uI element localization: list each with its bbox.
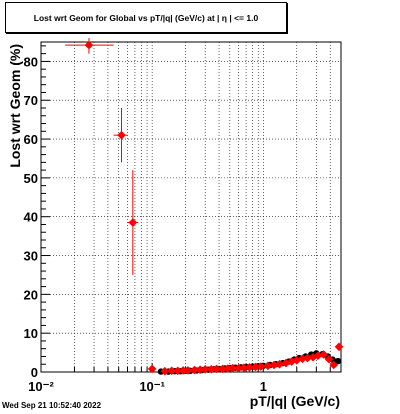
- data-point-geom: [200, 364, 210, 374]
- data-point-geom: [308, 352, 318, 362]
- chart-title: Lost wrt Geom for Global vs pT/|q| (GeV/…: [33, 12, 259, 23]
- x-tick-label: 1: [260, 379, 267, 394]
- data-point-geom: [239, 363, 249, 373]
- data-point-geom: [190, 365, 199, 375]
- y-tick-label: 0: [31, 365, 38, 380]
- data-point-geom: [313, 351, 323, 360]
- data-point-geom: [228, 363, 237, 373]
- data-point-geom: [160, 366, 170, 376]
- y-tick-label: 70: [24, 93, 38, 108]
- chart-title-box: Lost wrt Geom for Global vs pT/|q| (GeV/…: [5, 2, 287, 33]
- data-point-geom: [245, 363, 254, 372]
- data-point-geom: [234, 363, 243, 373]
- data-point-geom: [206, 364, 216, 374]
- axis-layer: 0 10 20 30 40 50 60 70 80 10⁻² 10⁻¹ 1: [24, 45, 342, 394]
- data-point-geom: [128, 218, 138, 227]
- x-tick-label: 10⁻²: [28, 379, 54, 394]
- data-point-geom: [183, 366, 193, 375]
- y-tick-label: 10: [24, 326, 38, 341]
- data-point-geom: [269, 360, 279, 370]
- data-point-geom: [147, 364, 157, 374]
- data-point-geom: [195, 365, 205, 374]
- data-point-geom: [275, 359, 284, 369]
- data-point-geom: [178, 366, 188, 375]
- data-layer: [65, 38, 344, 376]
- data-point-geom: [287, 357, 296, 366]
- y-tick-label: 30: [24, 249, 38, 264]
- data-point-geom: [173, 366, 183, 376]
- data-point-global: [334, 357, 342, 365]
- data-point-geom: [223, 364, 233, 373]
- data-point-geom: [303, 353, 312, 363]
- data-point-geom: [218, 364, 227, 374]
- y-tick-label: 60: [24, 132, 38, 147]
- data-point-geom: [84, 40, 94, 50]
- data-point-geom: [256, 362, 266, 371]
- data-point-geom: [212, 364, 221, 374]
- y-tick-label: 80: [24, 54, 38, 69]
- x-axis-label: pT/|q| (GeV/c): [250, 393, 340, 409]
- data-point-geom: [329, 360, 339, 370]
- y-tick-label: 40: [24, 210, 38, 225]
- grid-layer: [40, 42, 342, 372]
- y-axis-label: Lost wrt Geom (%): [7, 44, 23, 168]
- plot-frame: [40, 41, 342, 373]
- data-point-geom: [324, 354, 334, 364]
- data-point-geom: [167, 366, 177, 376]
- data-point-geom: [298, 354, 307, 364]
- x-tick-label: 10⁻¹: [139, 379, 165, 394]
- data-point-geom: [334, 342, 344, 352]
- y-tick-label: 50: [24, 171, 38, 186]
- data-point-geom: [281, 358, 291, 368]
- data-point-geom: [263, 361, 273, 371]
- data-point-geom: [319, 350, 329, 359]
- timestamp: Wed Sep 21 10:52:40 2022: [2, 401, 102, 410]
- y-tick-label: 20: [24, 287, 38, 302]
- data-point-geom: [117, 130, 126, 140]
- data-point-geom: [251, 362, 260, 372]
